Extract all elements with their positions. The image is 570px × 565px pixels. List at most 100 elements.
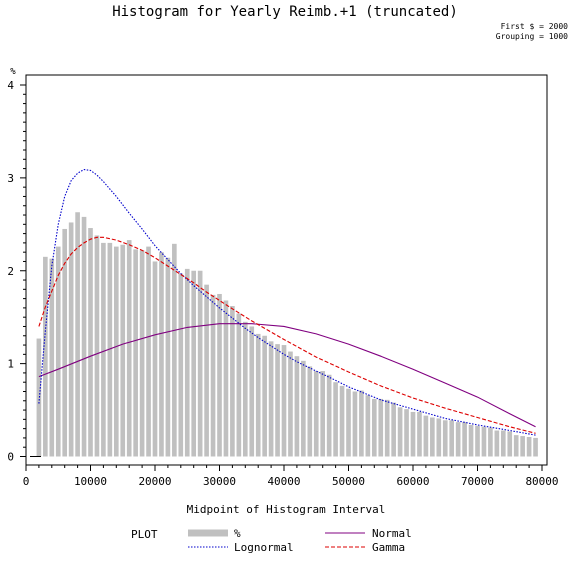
histogram-bar	[333, 382, 338, 457]
histogram-bar	[320, 371, 326, 457]
histogram-bar	[133, 249, 138, 457]
y-axis-ticks: 0 1 2 3 4	[7, 79, 26, 464]
histogram-bar	[159, 252, 164, 457]
histogram-bar	[223, 300, 229, 457]
histogram-bar	[307, 366, 313, 457]
note-grouping: Grouping = 1000	[496, 32, 568, 41]
legend-label-lognormal: Lognormal	[234, 541, 294, 554]
histogram-bar	[210, 294, 216, 457]
histogram-bar	[494, 430, 500, 457]
histogram-bar	[500, 430, 506, 457]
curve-normal	[38, 323, 536, 428]
legend-label-pct: %	[234, 527, 241, 540]
note-first-dollar: First $ = 2000	[501, 22, 569, 31]
legend-title: PLOT	[131, 528, 158, 541]
histogram-bar	[475, 425, 480, 457]
histogram-bar	[88, 228, 93, 457]
histogram-bar	[43, 256, 48, 457]
histogram-bar	[423, 415, 429, 457]
histogram-bar	[120, 244, 126, 457]
histogram-bar	[481, 426, 487, 457]
histogram-bar	[107, 242, 113, 457]
histogram-bar	[468, 424, 474, 457]
histogram-bar	[178, 273, 184, 457]
histogram-bar	[436, 418, 442, 457]
chart-title: Histogram for Yearly Reimb.+1 (truncated…	[112, 4, 458, 20]
x-tick-label: 40000	[267, 475, 300, 488]
legend: PLOT % Normal Lognormal Gamma	[131, 527, 412, 554]
histogram-bar	[449, 420, 455, 457]
histogram-bar	[204, 284, 209, 457]
x-tick-label: 70000	[461, 475, 494, 488]
y-axis-label: %	[10, 67, 16, 77]
histogram-bar	[410, 411, 416, 457]
histogram-bar	[146, 246, 151, 457]
x-tick-label: 50000	[332, 475, 365, 488]
legend-label-gamma: Gamma	[372, 541, 405, 554]
histogram-bar	[384, 399, 390, 457]
x-tick-label: 0	[23, 475, 30, 488]
x-tick-label: 20000	[138, 475, 171, 488]
x-tick-label: 80000	[525, 475, 558, 488]
histogram-bar	[391, 402, 396, 457]
x-tick-label: 30000	[203, 475, 236, 488]
plot-frame	[25, 74, 548, 466]
y-tick-label: 3	[7, 172, 14, 185]
histogram-bar	[275, 344, 280, 457]
histogram-bar	[197, 270, 203, 457]
histogram-bar	[68, 222, 74, 457]
legend-label-normal: Normal	[372, 527, 412, 540]
histogram-bar	[94, 235, 100, 457]
histogram-bar	[455, 422, 461, 457]
y-tick-label: 4	[7, 79, 14, 92]
histogram-bar	[126, 240, 132, 457]
histogram-bar	[397, 407, 403, 457]
histogram-bar	[281, 345, 287, 457]
histogram-bar	[139, 250, 145, 457]
histogram-bar	[326, 374, 332, 457]
histogram-bar	[294, 356, 300, 457]
histogram-bar	[526, 437, 532, 457]
histogram-bar	[288, 351, 293, 457]
histogram-bar	[249, 326, 255, 457]
x-axis-label: Midpoint of Histogram Interval	[187, 503, 386, 516]
histogram-bar	[62, 228, 68, 457]
histogram-bar	[217, 293, 222, 457]
histogram-bar	[101, 242, 106, 457]
histogram-bar	[352, 391, 358, 457]
histogram-bar	[520, 436, 525, 457]
histogram-bar	[242, 321, 248, 457]
histogram-bar	[507, 431, 513, 457]
histogram-bar	[301, 360, 306, 457]
histogram-bar	[313, 371, 319, 457]
histogram-bar	[152, 261, 158, 457]
histogram-bar	[172, 243, 177, 457]
legend-swatch-pct	[188, 529, 228, 537]
histogram-bar	[55, 246, 61, 457]
histogram-bar	[346, 388, 351, 457]
x-tick-label: 10000	[74, 475, 107, 488]
histogram-bar	[191, 270, 197, 457]
histogram-bar	[113, 246, 119, 457]
histogram-bar	[255, 333, 261, 457]
histogram-bar	[359, 390, 364, 457]
histogram-bar	[339, 385, 345, 457]
y-tick-label: 0	[7, 451, 14, 464]
histogram-bar	[430, 417, 435, 457]
histogram-bar	[404, 409, 409, 457]
y-tick-label: 1	[7, 358, 14, 371]
histogram-bar	[417, 411, 422, 457]
curve-gamma	[38, 236, 536, 434]
histogram-bar	[378, 398, 384, 457]
plot-area	[25, 74, 548, 466]
histogram-bar	[262, 335, 267, 457]
y-tick-label: 2	[7, 265, 14, 278]
histogram-bar	[165, 257, 171, 457]
histogram-bar	[488, 427, 493, 457]
histogram-bar	[49, 258, 55, 457]
histogram-bar	[75, 212, 80, 457]
histogram-bar	[230, 306, 235, 457]
histogram-bar	[533, 437, 538, 457]
